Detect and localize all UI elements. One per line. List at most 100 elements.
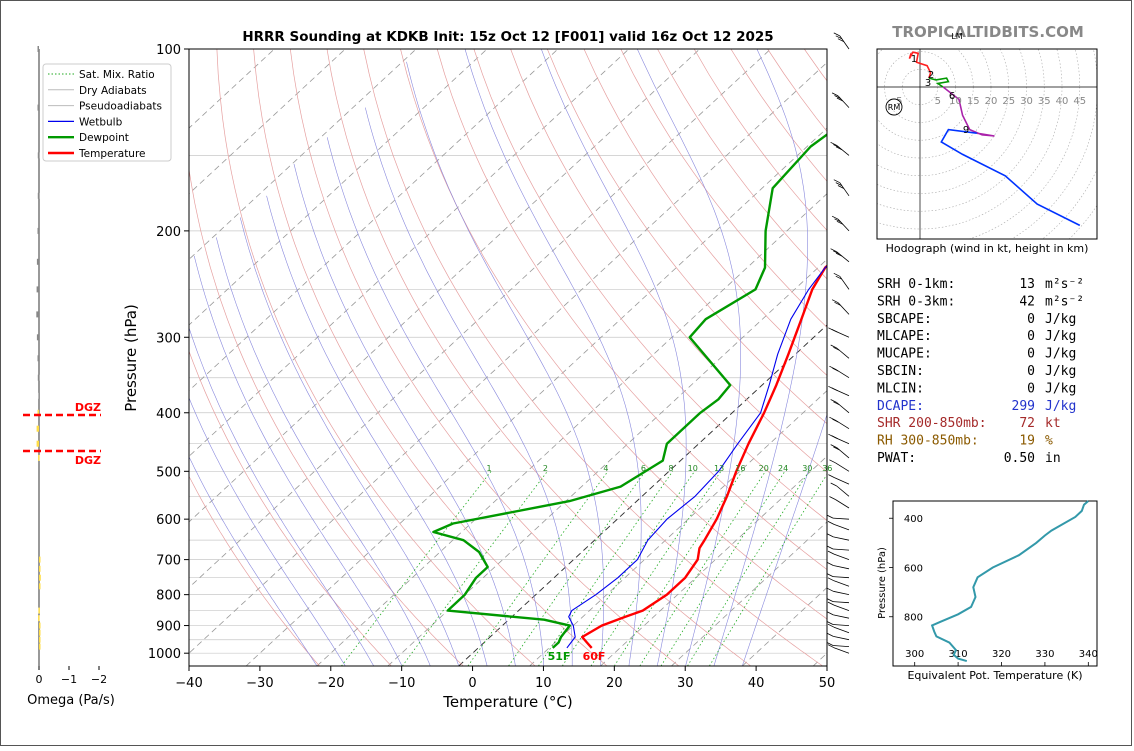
- pseudoadiabat-line: [266, 195, 488, 666]
- x-tick-label: −10: [388, 676, 415, 691]
- omega-bar: [36, 286, 39, 293]
- wind-barb-flag: [831, 435, 838, 439]
- wind-barb-flag: [826, 545, 834, 550]
- index-unit: J/kg: [1045, 329, 1076, 344]
- index-value: 13: [1019, 277, 1035, 292]
- series-dewpoint-line: [432, 133, 827, 649]
- pseudoadiabat-line: [189, 456, 318, 666]
- wind-barb: [827, 601, 850, 611]
- wind-barb: [828, 433, 850, 445]
- wind-barb: [829, 416, 850, 430]
- pseudoadiabat-line: [541, 49, 687, 666]
- wind-barb-flag: [833, 446, 840, 451]
- legend-label: Wetbulb: [79, 116, 123, 128]
- y-tick-label: 1000: [148, 647, 181, 662]
- storm-motion-rm-marker: [885, 98, 903, 116]
- wind-barb-flag: [831, 92, 839, 97]
- wind-barb-flag: [837, 38, 845, 43]
- wind-barb-flag: [835, 182, 842, 186]
- wind-barb: [827, 533, 850, 541]
- wind-barb-flag: [835, 35, 842, 40]
- wind-barb-staff: [832, 517, 850, 520]
- mix-ratio-label: 2: [543, 464, 548, 473]
- omega-bar: [36, 440, 39, 447]
- pseudoadiabat-line: [189, 326, 374, 666]
- wind-barb: [827, 550, 850, 560]
- wind-barb-flag: [828, 474, 835, 478]
- wind-barbs-column: [826, 32, 850, 666]
- mixing-ratio-line: [538, 471, 674, 666]
- wind-barb-flag: [831, 215, 839, 220]
- wind-barb-staff: [833, 614, 850, 619]
- isotherm-line: [529, 390, 827, 666]
- wind-barb: [831, 215, 850, 232]
- pseudoadiabat-line: [216, 237, 431, 666]
- mix-ratio-label: 1: [487, 464, 492, 473]
- wind-barb: [829, 496, 850, 509]
- omega-bar: [37, 227, 39, 234]
- wind-barb-staff: [833, 580, 850, 587]
- wind-barb: [827, 644, 850, 654]
- mixing-ratio-line: [613, 471, 743, 666]
- wind-barb-flag: [827, 601, 835, 606]
- mix-ratio-label: 20: [759, 464, 769, 473]
- wind-barb-flag: [830, 482, 837, 487]
- wind-barb-staff: [835, 462, 850, 472]
- theta-e-y-tick-label: 800: [904, 613, 923, 624]
- isotherm-line: [189, 49, 701, 523]
- omega-bar: [39, 583, 41, 590]
- series-wetbulb-line: [566, 265, 827, 649]
- index-value: 42: [1019, 294, 1035, 309]
- wind-barb-flag: [835, 252, 843, 257]
- wind-barb-flag: [827, 611, 834, 616]
- dry-adiabat-line: [583, 49, 827, 376]
- mixing-ratio-line: [561, 471, 695, 666]
- mixing-ratio-line: [341, 471, 492, 666]
- pseudoadiabat-line: [742, 413, 827, 666]
- wind-barb-flag: [829, 459, 836, 464]
- theta-e-x-tick-label: 310: [949, 649, 968, 660]
- index-value: 19: [1019, 434, 1035, 449]
- wind-barb: [828, 385, 850, 397]
- omega-bar: [39, 643, 41, 650]
- wind-barb: [827, 611, 850, 619]
- wind-barb-staff: [839, 276, 850, 290]
- mix-ratio-label: 30: [802, 464, 812, 473]
- legend-label: Dry Adiabats: [79, 85, 147, 97]
- index-label: SHR 200-850mb:: [877, 416, 987, 431]
- wind-barb: [826, 621, 850, 626]
- wind-barb-staff: [833, 565, 850, 570]
- isotherm-line: [189, 49, 559, 392]
- wind-barb: [827, 521, 850, 531]
- index-unit: kt: [1045, 416, 1061, 431]
- index-label: SBCAPE:: [877, 312, 932, 327]
- surface-temperature-label: 60F: [583, 650, 606, 663]
- wind-barb-staff: [837, 302, 850, 315]
- wind-barb: [827, 577, 850, 587]
- hodograph-trace: [908, 51, 932, 79]
- omega-tick-label: −2: [91, 673, 107, 686]
- wind-barb-flag: [833, 250, 840, 255]
- skewt-axes: −40 −30 −20 −10 0 10 20 30 40 50 100 200 300 400 500 60…: [148, 43, 835, 691]
- wind-barb-flag: [826, 642, 834, 646]
- y-tick-label: 400: [156, 407, 181, 422]
- index-unit: m²s⁻²: [1045, 277, 1084, 292]
- theta-e-x-tick-label: 340: [1079, 649, 1098, 660]
- omega-bar: [37, 104, 39, 111]
- omega-bar: [39, 622, 41, 629]
- theta-e-panel: 300 310 320 330 340 400 600 800 Equivalent Pot.…: [877, 500, 1098, 682]
- hodograph-ring-label: 40: [1056, 96, 1069, 107]
- omega-bar: [37, 192, 40, 199]
- legend-label: Temperature: [78, 148, 146, 160]
- index-unit: in: [1045, 451, 1061, 466]
- index-unit: J/kg: [1045, 312, 1076, 327]
- wind-barb-staff: [833, 590, 850, 595]
- wind-barb: [828, 474, 850, 485]
- skewt-panel: −40 −30 −20 −10 0 10 20 30 40 50 100 200 300 400 500 60…: [42, 32, 850, 711]
- wind-barb-staff: [837, 218, 850, 232]
- wind-barb-flag: [830, 399, 837, 403]
- wind-barb-flag: [833, 179, 840, 184]
- index-label: SRH 0-1km:: [877, 277, 955, 292]
